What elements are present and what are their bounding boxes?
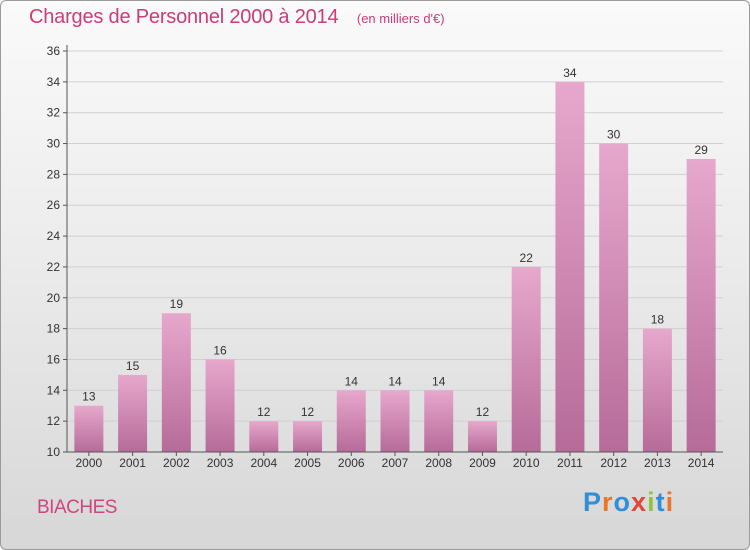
chart-title: Charges de Personnel 2000 à 2014 [29, 6, 339, 28]
logo-letter: x [631, 487, 648, 517]
data-label-2008: 14 [432, 374, 446, 388]
data-label-2002: 19 [170, 297, 184, 311]
bar-2008 [424, 390, 454, 452]
x-tick-label-2001: 2001 [119, 456, 146, 470]
bar-2001 [118, 374, 148, 452]
bar-2007 [380, 390, 410, 452]
bar-2013 [642, 328, 672, 452]
logo-letter: o [613, 487, 632, 517]
y-tick-label: 32 [47, 106, 61, 120]
data-label-2005: 12 [301, 405, 315, 419]
bars [74, 81, 716, 453]
y-tick-label: 26 [47, 198, 61, 212]
chart-subtitle: (en milliers d'€) [356, 11, 445, 26]
data-label-2004: 12 [257, 405, 271, 419]
y-tick-label: 34 [47, 75, 61, 89]
x-tick-label-2006: 2006 [338, 456, 365, 470]
y-tick-label: 18 [47, 322, 61, 336]
x-tick-label-2012: 2012 [600, 456, 627, 470]
data-label-2010: 22 [520, 251, 534, 265]
y-tick-label: 30 [47, 137, 61, 151]
data-label-2006: 14 [345, 374, 359, 388]
data-label-2013: 18 [651, 313, 665, 327]
x-tick-label-2011: 2011 [557, 456, 583, 470]
place-name: BIACHES [37, 497, 117, 518]
x-tick-label-2010: 2010 [513, 456, 540, 470]
y-tick-label: 20 [47, 291, 61, 305]
bar-2012 [599, 143, 629, 453]
y-tick-label: 16 [47, 352, 61, 366]
x-tick-label-2008: 2008 [425, 456, 452, 470]
y-tick-label: 22 [47, 260, 61, 274]
chart-header: Charges de Personnel 2000 à 2014 (en mil… [29, 6, 445, 29]
logo-letter: P [583, 487, 603, 517]
data-label-2000: 13 [82, 390, 96, 404]
bar-2009 [467, 421, 497, 452]
data-label-2009: 12 [476, 405, 490, 419]
data-label-2011: 34 [563, 66, 577, 80]
x-tick-label-2014: 2014 [688, 456, 715, 470]
data-label-2007: 14 [388, 374, 402, 388]
bar-2000 [74, 405, 104, 452]
x-tick-label-2000: 2000 [76, 456, 103, 470]
data-label-2003: 16 [213, 343, 227, 357]
bar-2010 [511, 266, 541, 452]
y-tick-label: 24 [47, 229, 61, 243]
bar-2004 [249, 421, 279, 452]
bar-2005 [293, 421, 323, 452]
x-tick-label-2004: 2004 [250, 456, 277, 470]
x-tick-label-2009: 2009 [469, 456, 496, 470]
proxiti-logo: Proxiti [583, 487, 674, 518]
x-tick-label-2002: 2002 [163, 456, 190, 470]
data-label-2012: 30 [607, 128, 621, 142]
logo-letter: r [602, 487, 614, 517]
y-tick-label: 28 [47, 167, 61, 181]
x-tick-label-2005: 2005 [294, 456, 321, 470]
logo-letter: t [655, 487, 666, 517]
bar-2006 [336, 390, 366, 452]
x-tick-label-2013: 2013 [644, 456, 671, 470]
bar-2003 [205, 359, 235, 452]
data-label-2014: 29 [694, 143, 708, 157]
data-labels: 13 15 19 16 12 12 14 14 14 12 22 34 30 18 29 [82, 66, 708, 419]
data-label-2001: 15 [126, 359, 140, 373]
y-tick-label: 10 [47, 445, 61, 459]
bar-2011 [555, 81, 585, 452]
x-tick-label-2003: 2003 [207, 456, 234, 470]
logo-letter: i [647, 487, 656, 517]
y-tick-label: 12 [47, 414, 61, 428]
logo-letter: i [665, 487, 675, 517]
x-tick-label-2007: 2007 [382, 456, 409, 470]
y-tick-label: 36 [47, 44, 61, 58]
y-tick-label: 14 [47, 383, 61, 397]
bar-2014 [686, 158, 716, 452]
axes: 10 12 14 16 18 20 22 24 26 28 30 32 34 36 2000 2001 2002… [47, 44, 723, 470]
bar-2002 [161, 313, 191, 452]
